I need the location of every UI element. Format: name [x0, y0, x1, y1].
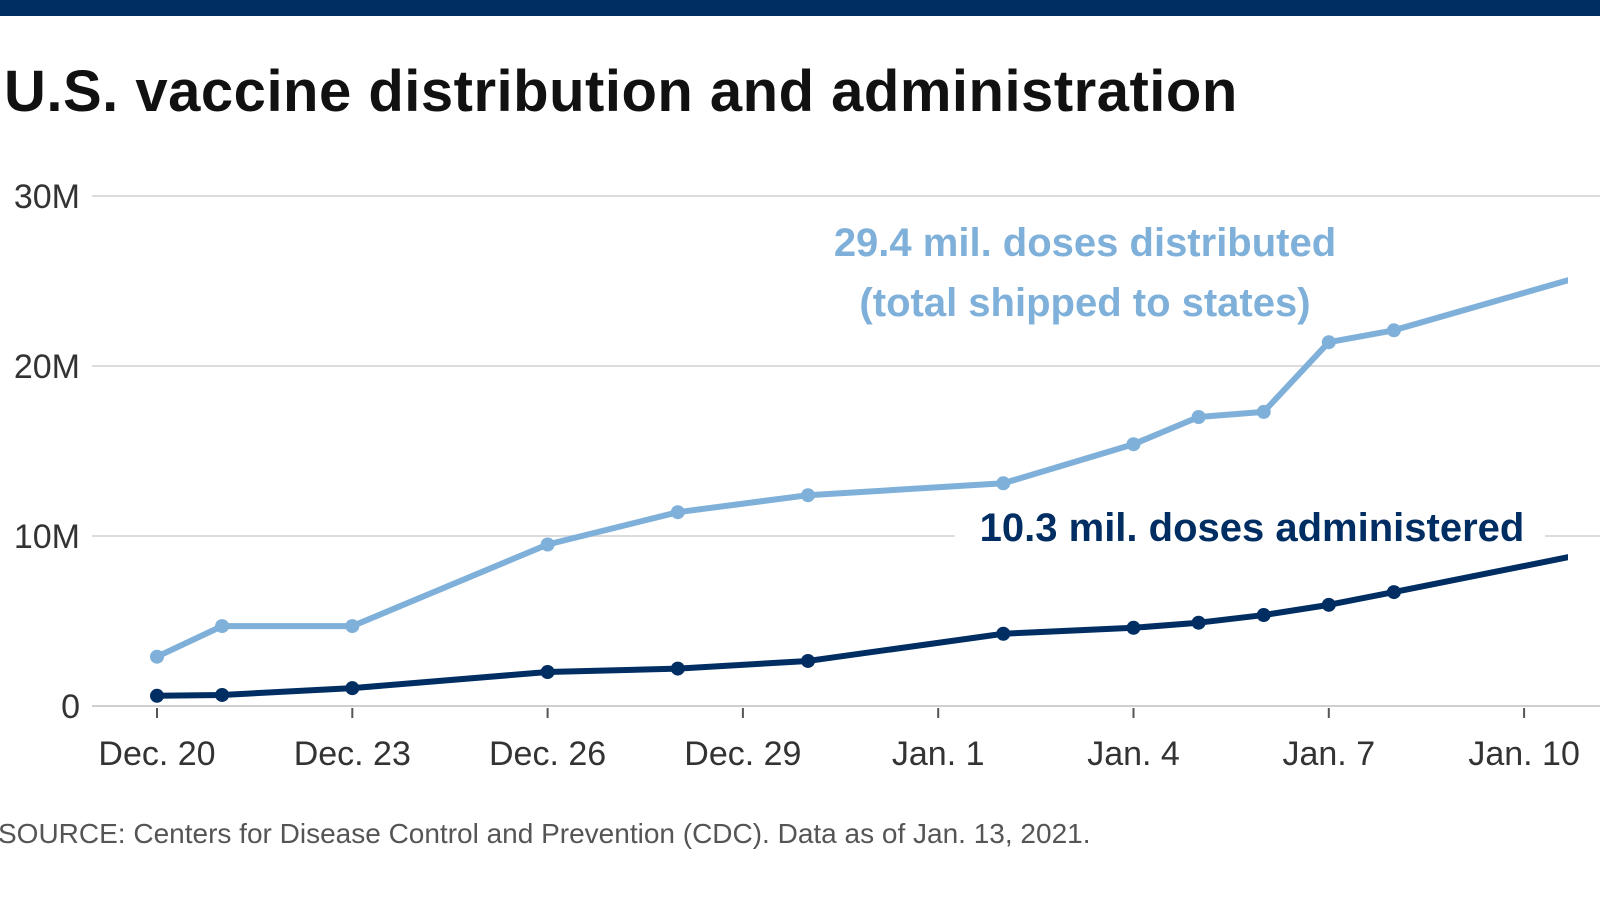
x-tick-label: Jan. 4 [1087, 735, 1180, 773]
annotation-administered: 10.3 mil. doses administered [980, 506, 1525, 550]
administered-point [1582, 546, 1596, 560]
administered-point [1191, 615, 1206, 630]
annotation-background [955, 505, 1545, 553]
distributed-line [155, 277, 1568, 660]
y-tick-label: 30M [14, 178, 80, 216]
x-tick-label: Dec. 20 [98, 735, 215, 773]
y-tick-label: 0 [61, 688, 80, 726]
distributed-point [150, 649, 164, 664]
annotation-distributed-line1: 29.4 mil. doses distributed [834, 221, 1336, 265]
administered-point [801, 653, 815, 668]
administered-point [1321, 597, 1336, 612]
distributed-point [215, 619, 230, 634]
distributed-point [670, 505, 685, 520]
x-tick-label: Jan. 7 [1282, 735, 1375, 773]
administered-point [215, 687, 230, 702]
series [150, 267, 1596, 703]
distributed-point [801, 488, 815, 503]
annotation-distributed-line2: (total shipped to states) [859, 281, 1310, 325]
distributed-point [1256, 404, 1271, 419]
administered-point [1126, 620, 1141, 635]
chart-title: U.S. vaccine distribution and administra… [4, 59, 1238, 124]
administered-point [1256, 608, 1271, 623]
gridlines [92, 195, 1600, 707]
x-tick-label: Dec. 29 [684, 735, 801, 773]
distributed-point [1126, 437, 1141, 452]
distributed-point [345, 619, 360, 634]
distributed-point [1582, 267, 1596, 281]
top-accent-bar [0, 0, 1600, 16]
y-tick-label: 10M [14, 518, 80, 556]
x-tick-label: Jan. 1 [892, 735, 985, 773]
source-note: SOURCE: Centers for Disease Control and … [0, 818, 1091, 849]
x-tick-label: Dec. 26 [489, 735, 606, 773]
x-tick-label: Jan. 10 [1468, 735, 1580, 773]
administered-point [1386, 585, 1401, 600]
x-tick-label: Dec. 23 [294, 735, 411, 773]
administered-point [540, 665, 555, 679]
distributed-point [1321, 335, 1336, 350]
distributed-point [540, 537, 555, 552]
x-axis: Dec. 20 Dec. 23 Dec. 26 Dec. 29 Jan. 1 Jan. 4… [98, 708, 1580, 773]
administered-point [150, 688, 164, 703]
y-tick-label: 20M [14, 348, 80, 386]
distributed-point [996, 476, 1011, 491]
administered-line [156, 554, 1568, 699]
administered-point [996, 626, 1011, 641]
y-axis: 0 10M 20M 30M [14, 178, 80, 726]
administered-point [670, 661, 685, 676]
administered-point [345, 681, 360, 696]
distributed-point [1386, 323, 1401, 338]
distributed-point [1191, 410, 1206, 424]
